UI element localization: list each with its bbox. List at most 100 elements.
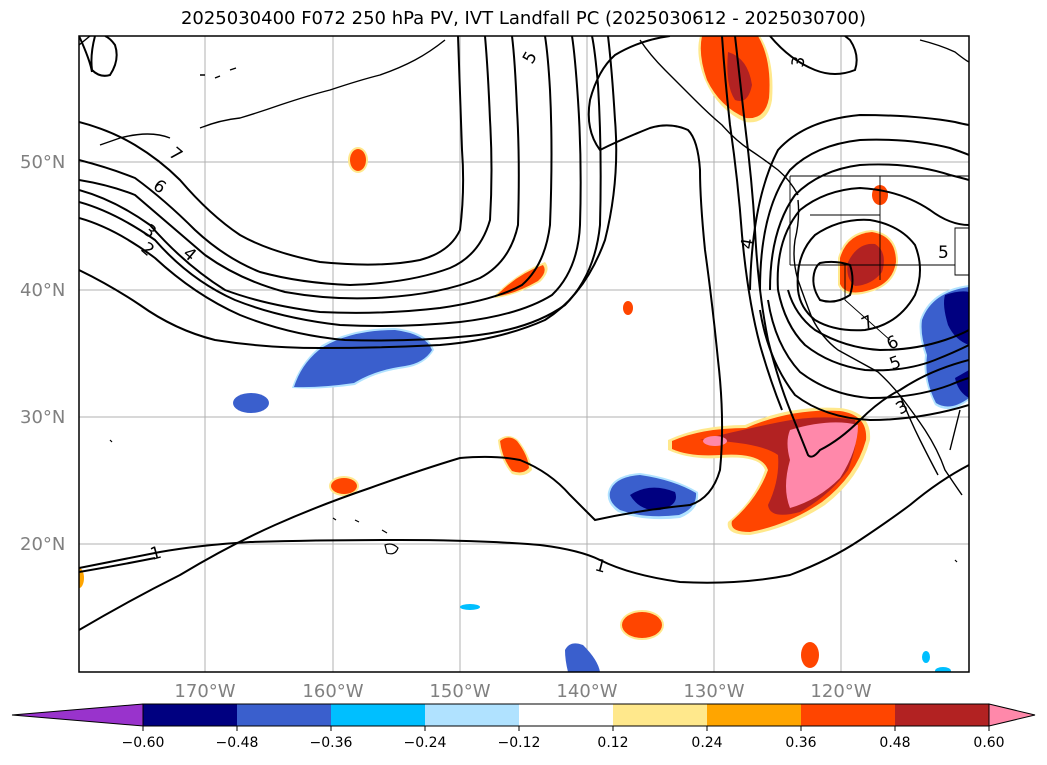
colorbar-extend-max (988, 703, 1036, 727)
contour-label: 4 (737, 237, 759, 251)
colorbar-box (331, 704, 425, 726)
pv-patch-left-edge (79, 568, 84, 588)
contour-label: 1 (148, 543, 164, 565)
colorbar-box (519, 704, 613, 726)
lon-label: 150°W (429, 681, 490, 702)
map-title: 2025030400 F072 250 hPa PV, IVT Landfall… (180, 8, 867, 29)
pv-patch-neg-south (565, 643, 600, 672)
contour-label: 5 (519, 48, 542, 67)
pv-patch-hawaii-north (498, 436, 532, 476)
colorbar-box (425, 704, 519, 726)
contour-cutoff-4 (769, 163, 969, 291)
contour-7-west (79, 36, 465, 266)
colorbar-box (895, 704, 989, 726)
latitude-labels: 50°N 40°N 30°N 20°N (20, 152, 65, 555)
colorbar-ticks: −0.60 −0.48 −0.36 −0.24 −0.12 0.12 0.24 0.36 0.4… (122, 726, 1005, 751)
contour-label: 5 (887, 352, 904, 374)
contour-cutoff-10 (759, 309, 969, 422)
colorbar-tick-label: 0.24 (691, 735, 722, 751)
contour-label: 6 (884, 332, 902, 355)
contour-northeast (769, 36, 858, 75)
pv-patch-neg-tiny (460, 604, 951, 672)
contour-1-south (79, 464, 969, 584)
contour-cutoff-3 (776, 186, 969, 291)
pv-positive-patches (79, 36, 898, 668)
coast-labrador-edge (919, 39, 969, 63)
pv-patch-tiny-1 (623, 301, 633, 315)
colorbar-box (801, 704, 895, 726)
coast-aleutians (200, 67, 237, 79)
contour-4-west (79, 36, 553, 314)
pv-patch-neg-west-small (233, 393, 269, 413)
contour-1-lower (79, 557, 156, 573)
colorbar-box (237, 704, 331, 726)
coast-west-us (793, 199, 963, 496)
contour-label: 4 (179, 244, 200, 266)
island-small-west (109, 439, 113, 443)
contour-arc-top (79, 36, 93, 73)
lon-label: 170°W (174, 681, 235, 702)
coast-alaska-panhandle (639, 39, 799, 196)
lat-label: 20°N (20, 534, 65, 555)
lon-label: 120°W (810, 681, 871, 702)
contour-north-west (90, 36, 118, 77)
colorbar-tick-label: 0.60 (973, 735, 1004, 751)
contour-3-west (79, 36, 582, 327)
island-hawaii (332, 517, 399, 555)
colorbar-extend-min (11, 703, 144, 727)
contour-label: 5 (938, 243, 949, 263)
colorbar-tick-label: 0.36 (785, 735, 816, 751)
colorbar-box (613, 704, 707, 726)
contour-cutoff-2 (796, 218, 921, 332)
colorbar-tick-label: −0.24 (404, 735, 447, 751)
contour-cutoff-5 (759, 138, 969, 291)
pv-patch-neg-southwest-us (919, 285, 969, 409)
lon-label: 140°W (556, 681, 617, 702)
contour-trough-east-2 (721, 36, 783, 411)
contour-cutoff-1 (812, 260, 854, 303)
colorbar-tick-label: −0.12 (498, 735, 541, 751)
colorbar-tick-label: −0.36 (310, 735, 353, 751)
pv-patch-south-1 (620, 610, 664, 640)
pv-negative-patches (233, 285, 969, 672)
map-frame (78, 35, 970, 673)
coast-alaska (79, 36, 446, 146)
pv-patch-west-small (329, 476, 359, 496)
contour-trough-east-1 (734, 36, 969, 458)
colorbar-tick-label: −0.60 (122, 735, 165, 751)
colorbar-tick-label: 0.12 (597, 735, 628, 751)
contour-6-west (79, 36, 493, 287)
colorbar-box (143, 704, 237, 726)
contour-label: 3 (788, 55, 810, 69)
contour-cutoff-7 (777, 289, 969, 372)
lon-label: 130°W (683, 681, 744, 702)
contour-cutoff-8 (787, 289, 969, 352)
pv-patch-bc-coast (698, 36, 773, 123)
contour-5-west (79, 36, 520, 300)
colorbar (11, 703, 1036, 727)
colorbar-box (707, 704, 801, 726)
pv-patch-nevada (838, 230, 898, 295)
contour-label: 1 (593, 556, 609, 578)
colorbar-outline (142, 703, 990, 727)
islands (109, 439, 958, 563)
contour-ridge-main (79, 36, 724, 631)
longitude-labels: 170°W 160°W 150°W 140°W 130°W 120°W (174, 681, 871, 702)
pv-patch-south-2 (801, 642, 819, 668)
lat-label: 50°N (20, 152, 65, 173)
pv-patch-neg-subtropical (607, 473, 699, 520)
coast-baja (899, 394, 961, 476)
contour-label: 6 (149, 176, 169, 199)
lat-label: 40°N (20, 280, 65, 301)
contour-cutoff-9 (767, 299, 969, 400)
lon-label: 160°W (302, 681, 363, 702)
pv-contours (79, 36, 969, 631)
gridlines (79, 36, 969, 672)
pv-patch-subtropical-large (668, 407, 871, 535)
pv-patch-north-pacific-small (348, 147, 368, 173)
pv-patch-neg-north-pacific (292, 328, 434, 389)
contour-trough-axis (79, 36, 618, 350)
lat-label: 30°N (20, 407, 65, 428)
contour-cutoff-6 (749, 113, 969, 291)
